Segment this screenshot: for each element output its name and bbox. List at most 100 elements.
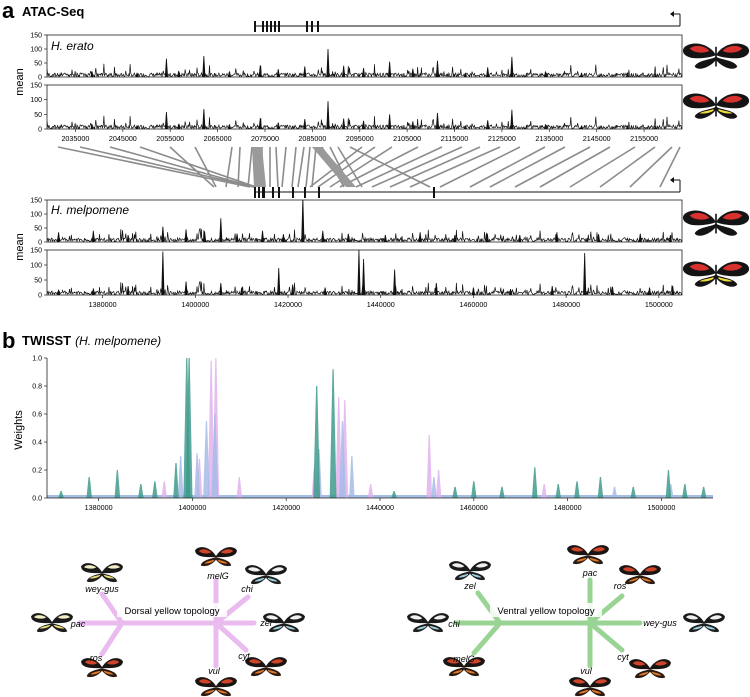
peak: [202, 231, 207, 242]
melpomene-y-axis-label: mean: [14, 233, 26, 261]
peak: [177, 123, 181, 129]
ventral-tip-cyt: cyt: [617, 652, 629, 662]
panel-b-subtitle: (H. melpomene): [75, 334, 161, 348]
melpomene-track-1-y-axis: 0 50 100 150: [30, 198, 47, 247]
x-tick-label: 1400000: [178, 503, 206, 512]
x-tick-label: 2065000: [204, 134, 232, 143]
zel-ventral-icon: [449, 561, 491, 581]
peak: [321, 230, 325, 242]
dorsal-tip-wey-gus: wey-gus: [85, 584, 119, 594]
peak: [164, 58, 169, 77]
x-tick-label: 2075000: [251, 134, 279, 143]
peak: [184, 229, 188, 242]
x-tick-label: 2115000: [441, 134, 468, 143]
peak: [583, 253, 587, 295]
peak: [276, 122, 280, 129]
y-tick-label: 50: [34, 226, 42, 233]
melpomene-x-axis: 1380000 1400000 1420000 1440000 1460000 14800…: [89, 295, 673, 309]
peak: [281, 234, 285, 242]
peak: [90, 124, 94, 129]
peak: [326, 49, 330, 77]
peak: [126, 235, 130, 242]
peak: [240, 287, 244, 295]
wey-gus-dorsal-icon: [81, 563, 123, 583]
erato-track-2-frame: [46, 84, 683, 130]
y-tick-label: 50: [34, 61, 42, 68]
ventral-tree-title: Ventral yellow topology: [497, 606, 594, 617]
twisst-peak: [177, 456, 184, 498]
twisst-peak: [499, 486, 505, 498]
erato-butterfly-red-icon: [682, 42, 750, 70]
x-tick-label: 1420000: [272, 503, 300, 512]
x-tick-label: 2125000: [488, 134, 516, 143]
peak: [510, 56, 514, 77]
peak: [671, 286, 675, 295]
erato-gene-model: [254, 11, 681, 32]
peak: [56, 289, 61, 295]
peak: [610, 286, 615, 295]
peak: [625, 72, 630, 77]
twisst-peak: [665, 470, 672, 498]
x-tick-label: 1480000: [554, 503, 582, 512]
erato-track-1-signal: [47, 49, 682, 77]
peak: [361, 68, 366, 77]
signal-noise: [47, 227, 682, 242]
twisst-peak: [211, 414, 219, 498]
cyt-ventral-icon: [629, 659, 671, 679]
peak: [258, 118, 262, 129]
melpomene-species-label: H. melpomene: [51, 203, 129, 217]
peak: [579, 72, 584, 77]
panel-b-title: TWISST (H. melpomene): [22, 333, 161, 348]
erato-track-1-frame: [46, 34, 683, 78]
peak: [393, 269, 397, 295]
twisst-peak: [313, 386, 321, 498]
twisst-peak: [426, 435, 433, 498]
ventral-tip-melG: melG: [453, 654, 475, 664]
peak: [411, 121, 415, 129]
twisst-peak: [349, 456, 355, 498]
peak: [342, 118, 346, 129]
peak: [202, 56, 206, 77]
y-tick-label: 50: [34, 112, 42, 119]
peak: [346, 233, 350, 242]
wey-gus-ventral-icon: [683, 613, 725, 633]
peak: [135, 125, 139, 129]
peak: [303, 66, 307, 77]
peak: [361, 120, 366, 129]
peak: [202, 109, 206, 129]
ventral-tip-pac: pac: [582, 568, 598, 578]
peak: [434, 283, 438, 295]
twisst-peak: [391, 491, 397, 498]
peak: [435, 112, 440, 129]
peak: [435, 60, 440, 77]
y-tick-label: 150: [30, 83, 42, 90]
peak: [668, 235, 673, 242]
peak: [638, 233, 642, 242]
y-tick-label: 0.6: [32, 412, 42, 419]
peak: [326, 101, 330, 129]
peak: [543, 71, 548, 77]
erato-species-label: H. erato: [51, 39, 94, 53]
peak: [411, 68, 415, 77]
peak: [647, 287, 652, 295]
twisst-weights: [47, 358, 713, 498]
ventral-tip-wey-gus: wey-gus: [643, 618, 677, 628]
twisst-baseline: [47, 495, 713, 498]
erato-y-axis-label: mean: [14, 68, 26, 96]
peak: [323, 287, 327, 295]
twisst-peak: [452, 486, 458, 498]
peak: [518, 235, 522, 242]
peak: [91, 230, 95, 242]
vul-dorsal-icon: [195, 677, 237, 697]
ventral-topology-tree: Ventral yellow topology: [453, 577, 643, 669]
twisst-peak: [329, 369, 337, 498]
peak: [56, 232, 61, 242]
dorsal-topology-tree: Dorsal yellow topology: [77, 577, 257, 669]
y-tick-label: 150: [30, 33, 42, 40]
y-tick-label: 1.0: [32, 356, 42, 363]
peak: [184, 281, 188, 295]
melpomene-butterfly-red-yellow-icon: [682, 260, 750, 288]
y-tick-label: 100: [30, 47, 42, 54]
x-tick-label: 1420000: [274, 300, 302, 309]
